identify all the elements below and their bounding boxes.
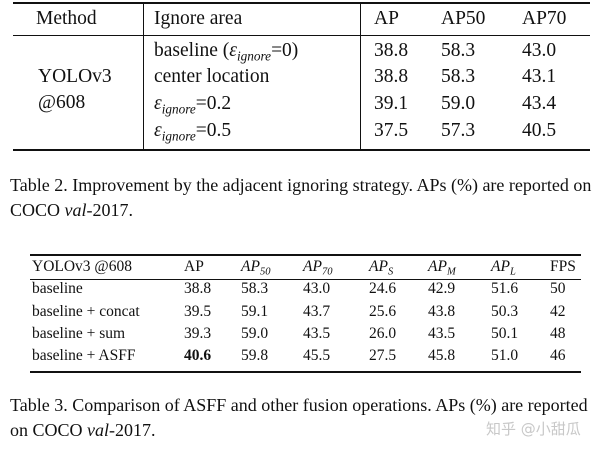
table2-row-ap: 37.5 — [374, 120, 409, 141]
table2-row-ap70: 43.4 — [522, 93, 557, 114]
table3-row-method: baseline + sum — [32, 325, 126, 342]
table3-row-apl: 51.0 — [491, 347, 519, 364]
table3-row-ap50: 59.0 — [241, 325, 269, 342]
table3-row-ap: 38.8 — [184, 280, 212, 297]
table3-row-apm: 43.8 — [428, 303, 456, 320]
table2-column-divider — [143, 2, 144, 150]
table2-method-line1: YOLOv3 — [38, 66, 112, 87]
table2-row-ignore-area: baseline (εignore=0) — [154, 40, 299, 64]
table2-row-ap: 38.8 — [374, 40, 409, 61]
table3-row-fps: 48 — [550, 325, 566, 342]
table3-row-ap70: 43.7 — [303, 303, 331, 320]
table3-row-method: baseline + concat — [32, 303, 140, 320]
table2-header-ap50: AP50 — [441, 8, 486, 29]
table3-header-fps: FPS — [550, 258, 576, 275]
table3-row-fps: 42 — [550, 303, 566, 320]
table2-header-method: Method — [36, 8, 97, 29]
table3-row-apl: 50.3 — [491, 303, 519, 320]
table3-header-apl: APL — [491, 258, 516, 278]
table2-row-ap50: 57.3 — [441, 120, 476, 141]
table3-row-method: baseline — [32, 280, 83, 297]
table3-header-aps: APS — [369, 258, 394, 278]
table2-header-rule — [13, 35, 590, 36]
table3-row-aps: 24.6 — [369, 280, 397, 297]
table3-row-ap70: 45.5 — [303, 347, 331, 364]
table3-row-ap: 39.3 — [184, 325, 212, 342]
table2-row-ap70: 43.0 — [522, 40, 557, 61]
table3-row-fps: 50 — [550, 280, 566, 297]
table3-row-apm: 43.5 — [428, 325, 456, 342]
table2-header-ap: AP — [374, 8, 399, 29]
table2-row-ap70: 40.5 — [522, 120, 557, 141]
table2-column-divider — [360, 2, 361, 150]
table2-row-ap50: 58.3 — [441, 40, 476, 61]
table3-header-method: YOLOv3 @608 — [32, 258, 132, 275]
table3-row-ap50: 59.1 — [241, 303, 269, 320]
table2-header-ignore-area: Ignore area — [154, 8, 243, 29]
table3-header-ap: AP — [184, 258, 204, 275]
table3-row-method: baseline + ASFF — [32, 347, 136, 364]
table3-row-ap50: 59.8 — [241, 347, 269, 364]
table2-bottom-rule — [13, 149, 590, 151]
table2-method-line2: @608 — [38, 92, 86, 113]
table2-row-ap50: 58.3 — [441, 66, 476, 87]
table3-row-aps: 27.5 — [369, 347, 397, 364]
table2-header-ap70: AP70 — [522, 8, 567, 29]
table2-row-ap50: 59.0 — [441, 93, 476, 114]
table2-row-ignore-area: center location — [154, 66, 270, 87]
table3-row-fps: 46 — [550, 347, 566, 364]
table3-header-ap70: AP70 — [303, 258, 333, 278]
table3-row-apl: 50.1 — [491, 325, 519, 342]
table2-row-ap: 38.8 — [374, 66, 409, 87]
table3-header-rule — [30, 279, 581, 280]
table3-header-apm: APM — [428, 258, 456, 278]
table2-row-ignore-area: εignore=0.2 — [154, 93, 232, 117]
table3-caption: Table 3. Comparison of ASFF and other fu… — [10, 395, 588, 440]
table3-bottom-rule — [30, 371, 581, 373]
table2-row-ap70: 43.1 — [522, 66, 557, 87]
table3-header-ap50: AP50 — [241, 258, 271, 278]
table2-top-rule — [13, 2, 590, 4]
table3-row-apl: 51.6 — [491, 280, 519, 297]
table3-row-ap70: 43.0 — [303, 280, 331, 297]
table3-row-aps: 25.6 — [369, 303, 397, 320]
table2-row-ap: 39.1 — [374, 93, 409, 114]
table3-top-rule — [30, 254, 581, 256]
table3-row-ap50: 58.3 — [241, 280, 269, 297]
watermark-text: 知乎 @小甜瓜 — [486, 420, 581, 438]
table3-row-apm: 42.9 — [428, 280, 456, 297]
table3-row-apm: 45.8 — [428, 347, 456, 364]
table3-row-ap-best: 40.6 — [184, 347, 212, 364]
table2-caption: Table 2. Improvement by the adjacent ign… — [10, 175, 592, 220]
table3-row-ap70: 43.5 — [303, 325, 331, 342]
table3-row-ap: 39.5 — [184, 303, 212, 320]
table2-row-ignore-area: εignore=0.5 — [154, 120, 232, 144]
table3-row-aps: 26.0 — [369, 325, 397, 342]
